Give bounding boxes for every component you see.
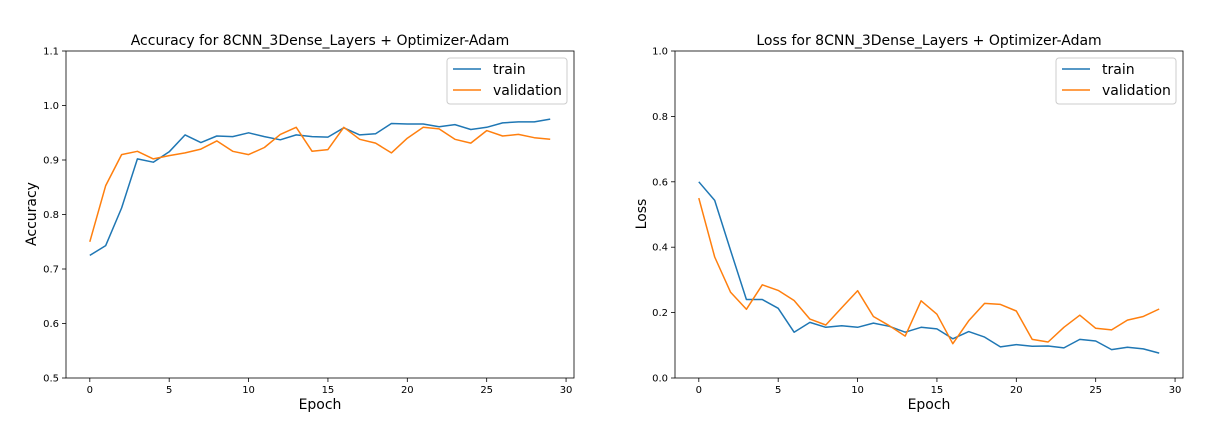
y-tick-label: 0.2 (652, 308, 668, 319)
y-tick-label: 0.5 (43, 374, 59, 385)
series-lines (698, 181, 1160, 354)
y-tick-label: 0.8 (43, 210, 59, 221)
plot-frame (65, 50, 575, 379)
x-tick-label: 10 (242, 385, 255, 396)
series-line-train (698, 181, 1160, 354)
x-tick-label: 15 (931, 385, 944, 396)
series-line-validation (698, 197, 1160, 345)
loss-chart: Loss for 8CNN_3Dense_Layers + Optimizer-… (634, 33, 1184, 413)
x-tick-label: 30 (560, 385, 573, 396)
y-tick-label: 0.9 (43, 156, 59, 167)
plot-frame (674, 50, 1184, 379)
legend-label-train: train (1102, 62, 1135, 78)
y-tick-label: 0.4 (652, 243, 668, 254)
chart-title: Accuracy for 8CNN_3Dense_Layers + Optimi… (131, 33, 510, 49)
series-line-validation (89, 126, 551, 243)
y-tick-label: 0.6 (652, 177, 668, 188)
x-tick-label: 20 (1010, 385, 1023, 396)
x-axis-label: Epoch (908, 397, 951, 413)
y-axis-label: Accuracy (24, 182, 40, 246)
tick-group: 0 5 10 15 20 25 30 0.5 0.6 0.7 0.8 0.9 1.0 1.1 (43, 47, 572, 397)
y-tick-label: 1.1 (43, 47, 59, 58)
accuracy-chart: Accuracy for 8CNN_3Dense_Layers + Optimi… (24, 33, 575, 413)
x-tick-label: 30 (1169, 385, 1182, 396)
series-line-train (89, 118, 551, 257)
series-lines (89, 118, 551, 257)
x-tick-label: 0 (87, 385, 93, 396)
y-tick-label: 0.0 (652, 374, 668, 385)
x-tick-label: 20 (401, 385, 414, 396)
x-tick-label: 5 (775, 385, 781, 396)
legend-label-validation: validation (1102, 83, 1171, 99)
x-tick-label: 25 (1089, 385, 1102, 396)
x-tick-label: 15 (322, 385, 335, 396)
x-tick-label: 5 (166, 385, 172, 396)
y-tick-label: 1.0 (652, 47, 668, 58)
x-tick-label: 0 (696, 385, 702, 396)
y-tick-label: 0.8 (652, 112, 668, 123)
x-tick-label: 25 (480, 385, 493, 396)
y-tick-label: 0.7 (43, 265, 59, 276)
tick-group: 0 5 10 15 20 25 30 0.0 0.2 0.4 0.6 0.8 1.0 (652, 47, 1181, 397)
legend: train validation (446, 57, 568, 105)
y-tick-label: 1.0 (43, 101, 59, 112)
legend-label-validation: validation (493, 83, 562, 99)
chart-title: Loss for 8CNN_3Dense_Layers + Optimizer-… (756, 33, 1101, 49)
x-tick-label: 10 (851, 385, 864, 396)
y-tick-label: 0.6 (43, 319, 59, 330)
y-axis-label: Loss (634, 199, 650, 230)
x-axis-label: Epoch (299, 397, 342, 413)
legend: train validation (1055, 57, 1177, 105)
legend-label-train: train (493, 62, 526, 78)
